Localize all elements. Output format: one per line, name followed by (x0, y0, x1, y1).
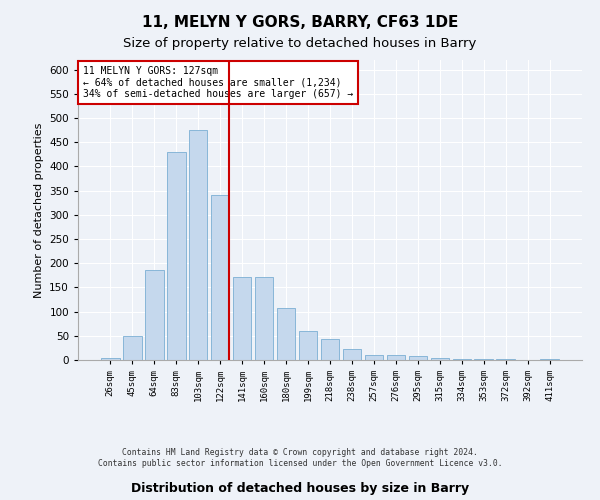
Y-axis label: Number of detached properties: Number of detached properties (34, 122, 44, 298)
Text: 11, MELYN Y GORS, BARRY, CF63 1DE: 11, MELYN Y GORS, BARRY, CF63 1DE (142, 15, 458, 30)
Bar (233, 277, 251, 360)
Bar (189, 130, 208, 360)
Bar (452, 358, 471, 360)
Bar (211, 196, 229, 360)
Bar (277, 308, 295, 360)
Bar (167, 152, 185, 360)
Bar (255, 277, 274, 360)
Bar (101, 358, 119, 360)
Text: Contains HM Land Registry data © Crown copyright and database right 2024.
Contai: Contains HM Land Registry data © Crown c… (98, 448, 502, 468)
Bar (409, 356, 427, 360)
Bar (541, 358, 559, 360)
Bar (431, 358, 449, 360)
Bar (343, 350, 361, 360)
Text: Size of property relative to detached houses in Barry: Size of property relative to detached ho… (124, 38, 476, 51)
Bar (123, 336, 142, 360)
Bar (386, 355, 405, 360)
Text: Distribution of detached houses by size in Barry: Distribution of detached houses by size … (131, 482, 469, 495)
Bar (365, 355, 383, 360)
Bar (496, 359, 515, 360)
Text: 11 MELYN Y GORS: 127sqm
← 64% of detached houses are smaller (1,234)
34% of semi: 11 MELYN Y GORS: 127sqm ← 64% of detache… (83, 66, 353, 99)
Bar (145, 270, 164, 360)
Bar (299, 331, 317, 360)
Bar (320, 338, 340, 360)
Bar (475, 359, 493, 360)
